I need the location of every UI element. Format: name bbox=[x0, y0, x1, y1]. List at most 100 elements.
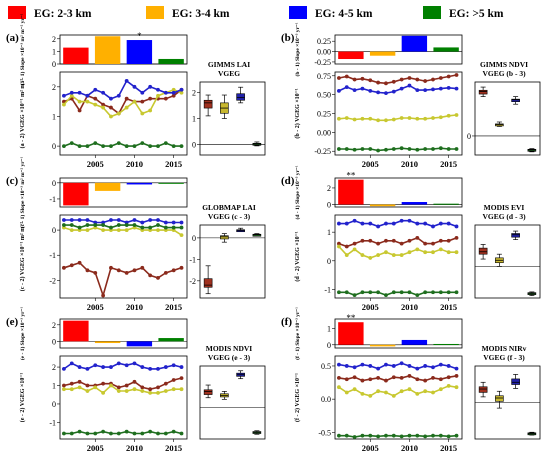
dataset-title: GIMMS LAI bbox=[208, 60, 250, 69]
xtick-label: 2010 bbox=[126, 159, 143, 169]
series-point bbox=[391, 89, 396, 94]
series-point bbox=[163, 365, 168, 369]
box-frame bbox=[199, 365, 266, 440]
line-subplot: -2 -1 0 2005 2010 2015 (c - 2) VGEG ×10⁻¹ m² m… bbox=[19, 214, 188, 312]
xtick-label: 2005 bbox=[362, 302, 379, 312]
series-point bbox=[407, 218, 412, 223]
series-point bbox=[360, 76, 365, 81]
series-point bbox=[391, 147, 396, 151]
dataset-title: MODIS NDVI bbox=[206, 344, 253, 353]
bar bbox=[433, 47, 459, 52]
series-point bbox=[85, 144, 90, 149]
series-point bbox=[156, 275, 160, 280]
bar bbox=[158, 338, 184, 342]
series-point bbox=[124, 270, 129, 275]
series-point bbox=[163, 96, 168, 101]
series-point bbox=[399, 116, 404, 120]
series-point bbox=[124, 96, 129, 101]
box bbox=[478, 386, 488, 393]
line-ytick-label: 2 bbox=[52, 363, 56, 372]
box bbox=[527, 432, 537, 436]
box-subplot bbox=[199, 365, 266, 440]
bar-significance: ** bbox=[346, 313, 356, 323]
series-point bbox=[109, 431, 113, 436]
series-point bbox=[116, 223, 121, 227]
bar bbox=[126, 40, 153, 64]
series-point bbox=[431, 290, 435, 295]
series-point bbox=[438, 377, 443, 382]
series-point bbox=[384, 362, 388, 367]
series-point bbox=[171, 363, 176, 368]
series-point bbox=[423, 290, 428, 295]
bar-ylabel: (b - 1) Slope ×10⁻³ yr⁻¹ bbox=[294, 22, 301, 76]
series-point bbox=[399, 376, 404, 380]
series-point bbox=[376, 290, 381, 295]
series-point bbox=[391, 393, 396, 398]
series-point bbox=[148, 84, 153, 89]
panel-4: (e) 0 2 (e - 1) Slope ×10⁻³ yr⁻¹ -1 0 1 2 2005 20… bbox=[6, 306, 266, 453]
series-point bbox=[140, 385, 145, 390]
series-point bbox=[344, 244, 349, 249]
series-point bbox=[77, 218, 82, 222]
series-point bbox=[148, 387, 153, 392]
series-point bbox=[101, 429, 106, 434]
bar bbox=[401, 35, 428, 52]
series-point bbox=[454, 366, 459, 371]
series-point bbox=[376, 366, 381, 371]
series-point bbox=[101, 102, 106, 107]
series-line bbox=[338, 245, 457, 259]
series-point bbox=[93, 431, 98, 436]
series-point bbox=[163, 431, 168, 436]
series-line bbox=[63, 384, 182, 394]
series-point bbox=[148, 108, 153, 113]
series-point bbox=[423, 221, 428, 226]
line-ytick-label: 1 bbox=[327, 228, 331, 237]
series-point bbox=[85, 99, 90, 104]
legend-item: EG: 3-4 km bbox=[146, 6, 230, 20]
series-point bbox=[85, 93, 90, 98]
line-ytick-label: 0.00 bbox=[317, 128, 331, 137]
series-point bbox=[399, 434, 404, 439]
series-point bbox=[69, 387, 74, 392]
box-title: VGEG bbox=[218, 69, 240, 78]
series-point bbox=[109, 96, 113, 101]
line-ylabel: (b - 2) VGEG ×10⁻¹ bbox=[294, 88, 301, 138]
series-point bbox=[337, 376, 341, 380]
series-point bbox=[407, 116, 412, 120]
bar-frame bbox=[334, 34, 463, 65]
series-point bbox=[391, 364, 396, 368]
series-point bbox=[69, 218, 74, 222]
xtick-label: 2015 bbox=[440, 443, 457, 453]
series-point bbox=[101, 90, 106, 95]
line-frame bbox=[334, 355, 463, 440]
xtick-label: 2015 bbox=[440, 302, 457, 312]
series-point bbox=[399, 77, 404, 82]
series-point bbox=[140, 99, 145, 104]
box-ytick-label: 1 bbox=[192, 115, 196, 124]
series-point bbox=[62, 144, 66, 149]
series-point bbox=[69, 361, 74, 366]
series-point bbox=[132, 361, 137, 366]
series-point bbox=[124, 144, 129, 149]
series-point bbox=[399, 253, 404, 257]
series-point bbox=[446, 364, 451, 368]
series-point bbox=[360, 362, 365, 367]
series-point bbox=[101, 390, 106, 395]
series-point bbox=[360, 147, 365, 151]
series-point bbox=[438, 221, 443, 226]
series-point bbox=[407, 433, 412, 438]
series-point bbox=[163, 389, 168, 393]
box bbox=[511, 378, 520, 385]
panel-2: (c)-10(c - 1) Slope ×10⁻³ m² m⁻² yr⁻¹-2-… bbox=[6, 156, 266, 312]
series-point bbox=[156, 218, 160, 222]
series-point bbox=[415, 377, 420, 382]
series-point bbox=[431, 77, 435, 82]
series-point bbox=[431, 365, 435, 370]
bar bbox=[369, 51, 396, 56]
series-point bbox=[140, 431, 145, 436]
series-line bbox=[63, 430, 182, 435]
series-point bbox=[368, 393, 373, 398]
series-point bbox=[454, 224, 459, 229]
series-point bbox=[446, 238, 451, 243]
bar-frame bbox=[59, 318, 188, 349]
